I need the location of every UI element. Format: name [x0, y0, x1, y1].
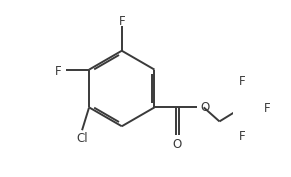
Text: F: F	[118, 15, 125, 28]
Text: O: O	[173, 138, 182, 150]
Text: O: O	[200, 101, 210, 114]
Text: F: F	[239, 75, 246, 88]
Text: Cl: Cl	[76, 132, 88, 145]
Text: F: F	[55, 65, 62, 78]
Text: F: F	[239, 130, 246, 143]
Text: F: F	[264, 102, 271, 115]
